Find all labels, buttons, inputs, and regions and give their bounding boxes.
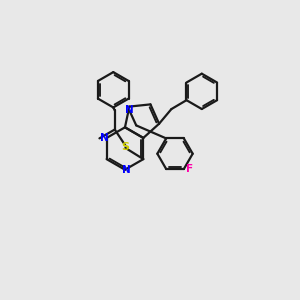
Text: N: N xyxy=(125,105,134,116)
Text: N: N xyxy=(122,165,131,175)
Text: N: N xyxy=(100,133,109,143)
Text: F: F xyxy=(186,164,193,174)
Text: S: S xyxy=(122,142,129,152)
